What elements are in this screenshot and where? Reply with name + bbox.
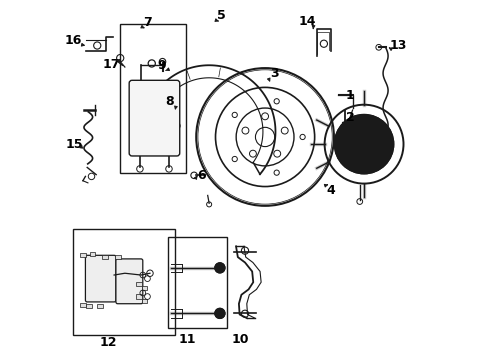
Bar: [73, 229, 175, 335]
Bar: [80, 253, 86, 257]
Text: 14: 14: [298, 15, 316, 28]
Text: 17: 17: [102, 58, 120, 71]
Circle shape: [352, 162, 358, 167]
Text: 8: 8: [166, 95, 174, 108]
Bar: [168, 237, 227, 328]
Text: 13: 13: [390, 39, 407, 52]
Bar: [120, 24, 186, 173]
Text: 4: 4: [327, 184, 336, 197]
Bar: [136, 294, 142, 299]
Text: 12: 12: [99, 336, 117, 348]
Text: 6: 6: [197, 169, 206, 182]
Circle shape: [357, 120, 362, 125]
Bar: [142, 286, 147, 291]
Text: 7: 7: [143, 16, 152, 29]
Bar: [102, 255, 108, 259]
Text: 9: 9: [157, 59, 166, 72]
Text: 10: 10: [232, 333, 249, 346]
Text: 16: 16: [65, 33, 82, 47]
Circle shape: [215, 309, 225, 319]
Text: 2: 2: [346, 111, 354, 124]
FancyBboxPatch shape: [116, 259, 143, 304]
Circle shape: [339, 139, 344, 144]
Bar: [86, 304, 92, 309]
Text: 15: 15: [66, 138, 83, 150]
Text: 5: 5: [218, 9, 226, 22]
Bar: [136, 282, 142, 286]
Circle shape: [335, 114, 393, 174]
Text: 1: 1: [346, 89, 354, 102]
Circle shape: [381, 130, 386, 135]
Bar: [97, 304, 102, 309]
Circle shape: [378, 157, 383, 162]
Circle shape: [215, 263, 225, 273]
FancyBboxPatch shape: [85, 255, 116, 302]
Bar: [115, 255, 121, 259]
Circle shape: [349, 129, 379, 159]
Bar: [90, 252, 96, 256]
Text: 3: 3: [270, 67, 279, 80]
Bar: [80, 303, 86, 307]
FancyBboxPatch shape: [129, 80, 180, 156]
Text: 11: 11: [178, 333, 196, 346]
Bar: [142, 299, 147, 303]
